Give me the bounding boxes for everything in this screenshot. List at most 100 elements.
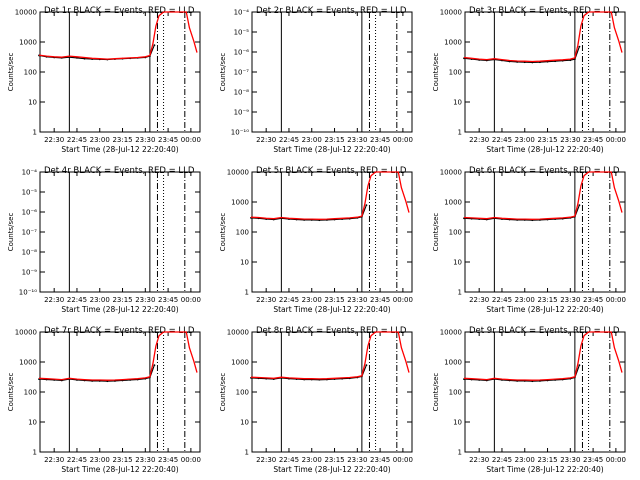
x-axis-label: Start Time (28-Jul-12 22:20:40): [486, 145, 603, 154]
series-line-lld: [463, 171, 623, 220]
x-tick-label: 23:45: [158, 456, 178, 464]
x-tick-label: 23:00: [90, 136, 110, 144]
y-axis-label: Counts/sec: [7, 213, 15, 252]
y-tick-label: 10⁻⁸: [22, 249, 38, 257]
x-tick-label: 23:30: [347, 296, 367, 304]
x-tick-label: 22:45: [67, 136, 87, 144]
y-tick-label: 10⁻⁴: [234, 9, 250, 17]
plot-frame: [464, 171, 626, 293]
x-axis-label: Start Time (28-Jul-12 22:20:40): [61, 465, 178, 474]
panel-title: Det 8r BLACK = Events, RED = LLD: [256, 326, 407, 336]
y-tick-label: 1000: [444, 359, 462, 367]
x-tick-label: 22:45: [279, 136, 299, 144]
y-tick-label: 10: [28, 419, 37, 427]
x-tick-label: 22:30: [469, 136, 489, 144]
x-tick-label: 22:45: [492, 296, 512, 304]
series-line-lld: [38, 11, 198, 60]
x-tick-label: 23:45: [583, 456, 603, 464]
data-point: [365, 364, 368, 366]
x-axis-label: Start Time (28-Jul-12 22:20:40): [61, 305, 178, 314]
panel-title: Det 3r BLACK = Events, RED = LLD: [469, 6, 620, 16]
data-point: [578, 204, 581, 206]
x-tick-label: 22:30: [469, 456, 489, 464]
x-tick-label: 23:45: [370, 456, 390, 464]
plot-frame: [464, 11, 626, 133]
y-tick-label: 1000: [19, 359, 37, 367]
detector-panel: Det 9r BLACK = Events, RED = LLD Counts/s…: [432, 326, 626, 474]
x-tick-label: 23:30: [560, 136, 580, 144]
y-tick-label: 1000: [444, 39, 462, 47]
x-tick-label: 23:15: [112, 456, 132, 464]
x-tick-label: 23:15: [324, 456, 344, 464]
x-tick-label: 00:00: [606, 136, 626, 144]
series-line-lld: [463, 11, 623, 63]
series-line-lld: [250, 331, 410, 380]
series-line-lld: [463, 331, 623, 381]
x-tick-label: 23:00: [515, 456, 535, 464]
detector-panel: Det 3r BLACK = Events, RED = LLD Counts/s…: [432, 6, 626, 154]
y-axis-label: Counts/sec: [432, 53, 440, 92]
y-tick-label: 1000: [231, 359, 249, 367]
y-tick-label: 1: [458, 129, 462, 137]
x-tick-label: 22:45: [492, 456, 512, 464]
x-tick-label: 00:00: [606, 456, 626, 464]
x-tick-label: 22:30: [256, 296, 276, 304]
y-axis-label: Counts/sec: [432, 213, 440, 252]
x-tick-label: 00:00: [181, 296, 201, 304]
x-tick-label: 23:45: [583, 296, 603, 304]
y-tick-label: 10000: [227, 329, 249, 337]
panel-title: Det 6r BLACK = Events, RED = LLD: [469, 166, 620, 176]
y-tick-label: 10000: [440, 329, 462, 337]
x-tick-label: 22:30: [44, 456, 64, 464]
y-tick-label: 1000: [444, 199, 462, 207]
panel-title: Det 9r BLACK = Events, RED = LLD: [469, 326, 620, 336]
y-tick-label: 100: [449, 229, 462, 237]
y-tick-label: 10⁻⁶: [234, 49, 250, 57]
y-tick-label: 10: [28, 99, 37, 107]
panel-title: Det 7r BLACK = Events, RED = LLD: [44, 326, 195, 336]
y-tick-label: 10⁻⁵: [234, 29, 250, 37]
x-tick-label: 22:30: [44, 296, 64, 304]
x-tick-label: 22:45: [67, 296, 87, 304]
y-tick-label: 10000: [15, 9, 37, 17]
x-axis-label: Start Time (28-Jul-12 22:20:40): [61, 145, 178, 154]
x-tick-label: 00:00: [181, 456, 201, 464]
y-tick-label: 100: [24, 69, 37, 77]
y-tick-label: 1: [458, 289, 462, 297]
y-tick-label: 100: [236, 229, 249, 237]
panel-title: Det 1r BLACK = Events, RED = LLD: [44, 6, 195, 16]
y-tick-label: 10: [453, 259, 462, 267]
data-point: [578, 45, 581, 48]
x-tick-label: 23:45: [158, 296, 178, 304]
x-tick-label: 23:00: [90, 456, 110, 464]
x-tick-label: 22:30: [256, 136, 276, 144]
x-axis-label: Start Time (28-Jul-12 22:20:40): [486, 465, 603, 474]
detector-panel: Det 6r BLACK = Events, RED = LLD Counts/s…: [432, 166, 626, 314]
x-tick-label: 00:00: [181, 136, 201, 144]
y-tick-label: 10: [240, 259, 249, 267]
x-tick-label: 23:45: [583, 136, 603, 144]
data-point: [365, 204, 368, 206]
x-tick-label: 23:15: [112, 296, 132, 304]
y-tick-label: 100: [449, 69, 462, 77]
x-tick-label: 00:00: [393, 296, 413, 304]
x-tick-label: 23:15: [112, 136, 132, 144]
x-tick-label: 23:45: [158, 136, 178, 144]
x-tick-label: 23:30: [347, 136, 367, 144]
y-tick-label: 10⁻⁹: [22, 269, 38, 277]
y-tick-label: 10000: [440, 169, 462, 177]
y-tick-label: 10⁻¹⁰: [231, 129, 249, 137]
y-tick-label: 100: [449, 389, 462, 397]
plot-frame: [251, 331, 413, 453]
detector-panel: Det 7r BLACK = Events, RED = LLD Counts/s…: [7, 326, 201, 474]
x-tick-label: 22:45: [67, 456, 87, 464]
y-tick-label: 1: [458, 449, 462, 457]
y-tick-label: 1: [33, 129, 37, 137]
y-tick-label: 1: [245, 289, 249, 297]
y-axis-label: Counts/sec: [219, 213, 227, 252]
x-tick-label: 23:15: [324, 296, 344, 304]
y-tick-label: 10⁻⁸: [234, 89, 250, 97]
x-tick-label: 23:30: [560, 456, 580, 464]
y-tick-label: 10⁻⁴: [22, 169, 38, 177]
